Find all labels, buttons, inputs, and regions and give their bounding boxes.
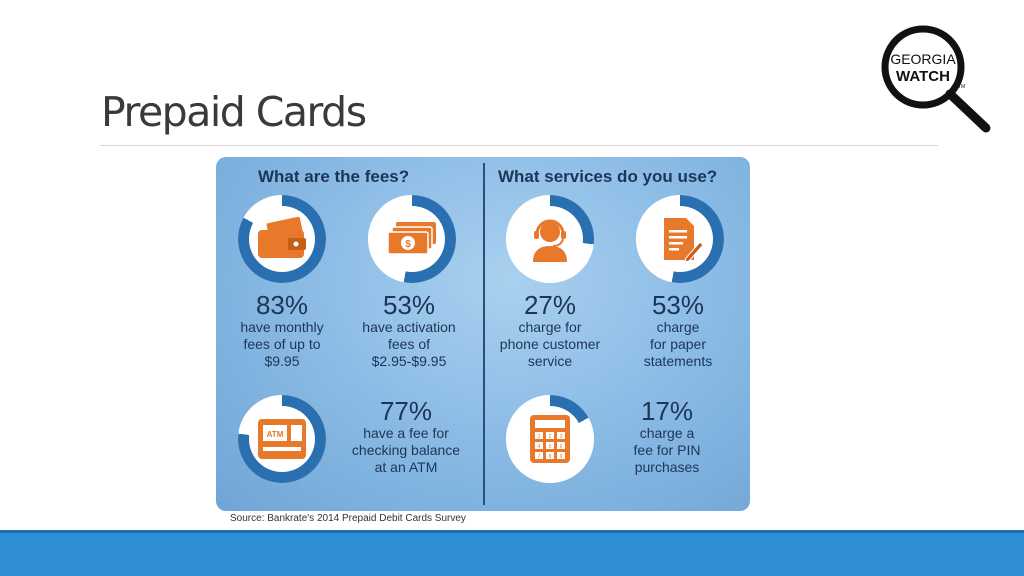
keypad-key-label: 4 <box>538 444 541 450</box>
keypad-key <box>546 452 554 459</box>
headset-agent-icon <box>533 219 567 262</box>
keypad-key-label: 7 <box>538 454 541 460</box>
keypad-circle: 1 2 3 4 5 6 7 8 9 <box>506 395 594 483</box>
georgia-watch-logo: GEORGIA WATCH TM <box>881 25 991 133</box>
wallet-circle <box>238 195 326 283</box>
stat-desc-line: $2.95-$9.95 <box>371 353 447 369</box>
stat-percent: 27% <box>523 290 577 320</box>
paper-statement-icon <box>664 218 704 263</box>
keypad-key-label: 5 <box>549 444 552 450</box>
logo-trademark: TM <box>958 84 965 90</box>
stat-percent: 77% <box>379 396 433 426</box>
services-heading: What services do you use? <box>498 167 718 186</box>
stat-desc-line: phone customer <box>499 336 601 352</box>
stat-percent: 17% <box>640 396 694 426</box>
keypad-key <box>535 432 543 439</box>
keypad-key <box>557 442 565 449</box>
headset-circle <box>506 195 594 283</box>
atm-label: ATM <box>267 430 284 439</box>
keypad-key <box>546 442 554 449</box>
stat-desc-line: statements <box>643 353 713 369</box>
keypad-key <box>557 452 565 459</box>
infographic-panel: What are the fees? What services do you … <box>216 157 750 511</box>
keypad-key-label: 1 <box>538 434 541 440</box>
stat-desc-line: fees of <box>387 336 431 352</box>
logo-line1: GEORGIA <box>890 51 956 67</box>
stat-phone-service: 27% charge for phone customer service <box>488 291 612 370</box>
atm-circle: ATM <box>238 395 326 483</box>
atm-icon: ATM <box>258 419 306 459</box>
stat-desc-line: for paper <box>649 336 707 352</box>
cash-circle: $ <box>368 195 456 283</box>
keypad-key-label: 6 <box>560 444 563 450</box>
keypad-key-label: 2 <box>549 434 552 440</box>
fees-heading: What are the fees? <box>258 167 410 186</box>
stat-desc-line: $9.95 <box>264 353 300 369</box>
stat-desc-line: at an ATM <box>374 459 438 475</box>
source-caption: Source: Bankrate's 2014 Prepaid Debit Ca… <box>230 513 466 524</box>
logo-line2: WATCH <box>896 68 950 85</box>
stat-activation-fees: 53% have activation fees of $2.95-$9.95 <box>344 291 474 370</box>
stat-percent: 53% <box>651 290 705 320</box>
stat-paper-statements: 53% charge for paper statements <box>616 291 740 370</box>
keypad-key-label: 9 <box>560 454 563 460</box>
stat-desc-line: have activation <box>362 319 456 335</box>
pin-keypad-icon: 1 2 3 4 5 6 7 8 9 <box>530 415 570 463</box>
cash-icon: $ <box>387 222 436 255</box>
stat-atm-balance: 77% have a fee for checking balance at a… <box>340 397 472 476</box>
keypad-key <box>535 452 543 459</box>
stat-percent: 83% <box>255 290 309 320</box>
panel-divider <box>483 163 485 505</box>
title-divider <box>100 145 938 146</box>
stat-percent: 53% <box>382 290 436 320</box>
keypad-key-label: 8 <box>549 454 552 460</box>
stat-desc-line: charge for <box>518 319 582 335</box>
stat-desc-line: checking balance <box>351 442 461 458</box>
keypad-key <box>535 442 543 449</box>
stat-pin-purchases: 17% charge a fee for PIN purchases <box>612 397 722 476</box>
keypad-key <box>557 432 565 439</box>
svg-text:$: $ <box>405 239 411 250</box>
stat-desc-line: charge a <box>639 425 695 441</box>
stat-desc-line: fee for PIN <box>633 442 701 458</box>
stat-desc-line: have monthly <box>240 319 324 335</box>
stat-monthly-fees: 83% have monthly fees of up to $9.95 <box>220 291 344 370</box>
keypad-key-label: 3 <box>560 434 563 440</box>
wallet-icon <box>258 216 306 258</box>
stat-desc-line: fees of up to <box>243 336 321 352</box>
stat-desc-line: service <box>527 353 573 369</box>
stat-desc-line: have a fee for <box>363 425 449 441</box>
stat-desc-line: purchases <box>634 459 700 475</box>
footer-bar <box>0 530 1024 576</box>
keypad-key <box>546 432 554 439</box>
footer-accent <box>0 530 1024 533</box>
stat-desc-line: charge <box>656 319 700 335</box>
slide-title: Prepaid Cards <box>101 88 367 136</box>
statement-circle <box>636 195 724 283</box>
